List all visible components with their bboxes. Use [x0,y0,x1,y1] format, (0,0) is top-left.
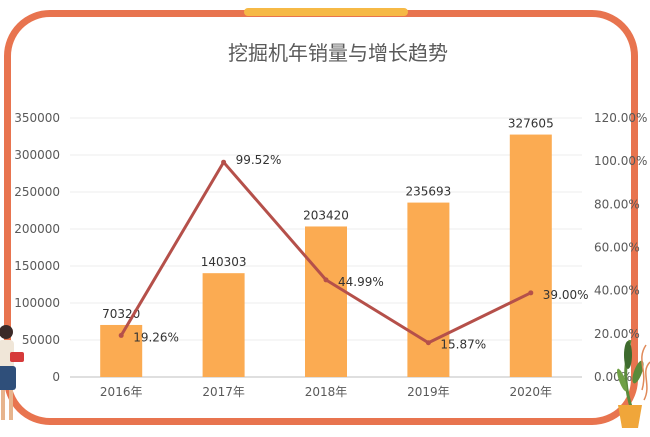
right-axis-tick-label: 100.00% [594,154,647,168]
left-axis-tick-label: 200000 [14,222,60,236]
line-point [118,332,124,338]
right-axis-tick-label: 120.00% [594,111,647,125]
line-data-label: 39.00% [543,288,589,302]
line-point [425,340,431,346]
bar-data-label: 140303 [201,255,247,269]
line-data-label: 44.99% [338,275,384,289]
line-point [221,159,227,165]
line-point [528,290,534,296]
bar [407,202,450,377]
line-point [323,277,329,283]
right-axis-tick-label: 60.00% [594,241,640,255]
left-axis-tick-label: 250000 [14,185,60,199]
bar [305,226,347,377]
left-axis-tick-label: 0 [52,370,60,384]
line-series: 19.26% 99.52% 44.99% 15.87% 39.00% [118,153,589,352]
chart-title: 挖掘机年销量与增长趋势 [228,41,448,65]
line-data-label: 19.26% [133,330,179,344]
right-axis-tick-label: 40.00% [594,284,640,298]
bar-data-label: 327605 [508,117,554,131]
x-axis-tick-label: 2020年 [510,385,553,399]
woman-figure-icon [0,325,24,420]
x-axis-tick-label: 2018年 [305,385,348,399]
line-data-label: 99.52% [236,153,282,167]
left-axis-tick-label: 100000 [14,296,60,310]
left-axis-tick-label: 350000 [14,111,60,125]
line-data-label: 15.87% [440,338,486,352]
bar-data-label: 203420 [303,208,349,222]
top-accent-bar [244,8,408,16]
bar-data-label: 235693 [405,185,451,199]
x-axis-tick-label: 2017年 [202,385,245,399]
right-axis-tick-label: 20.00% [594,327,640,341]
left-axis-tick-label: 150000 [14,259,60,273]
left-axis-tick-label: 300000 [14,148,60,162]
potted-plant-icon [617,339,650,428]
x-axis-tick-label: 2019年 [407,385,450,399]
bar [509,134,552,377]
axes: 0 50000 100000 150000 200000 250000 300000 3500… [14,111,647,399]
x-axis-tick-label: 2016年 [100,385,143,399]
left-axis-tick-label: 50000 [22,333,60,347]
right-axis-tick-label: 80.00% [594,197,640,211]
bar [202,273,245,377]
